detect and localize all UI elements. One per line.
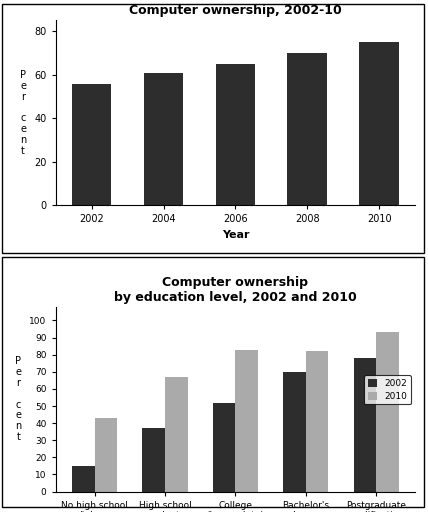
Bar: [376, 332, 399, 492]
Bar: [72, 466, 95, 492]
Bar: [283, 372, 306, 492]
Bar: [216, 64, 255, 205]
Y-axis label: P
e
r
 
c
e
n
t: P e r c e n t: [15, 356, 21, 442]
Bar: [235, 350, 258, 492]
Y-axis label: P
e
r
 
c
e
n
t: P e r c e n t: [20, 70, 26, 156]
Bar: [306, 351, 328, 492]
Title: Computer ownership, 2002-10: Computer ownership, 2002-10: [129, 4, 342, 16]
Title: Computer ownership
by education level, 2002 and 2010: Computer ownership by education level, 2…: [114, 276, 357, 304]
X-axis label: Year: Year: [222, 230, 249, 240]
Bar: [360, 42, 399, 205]
Legend: 2002, 2010: 2002, 2010: [364, 375, 410, 404]
Bar: [95, 418, 117, 492]
Bar: [72, 83, 111, 205]
Bar: [144, 73, 183, 205]
Bar: [213, 402, 235, 492]
Bar: [288, 53, 327, 205]
Bar: [354, 358, 376, 492]
Bar: [165, 377, 187, 492]
Bar: [143, 428, 165, 492]
